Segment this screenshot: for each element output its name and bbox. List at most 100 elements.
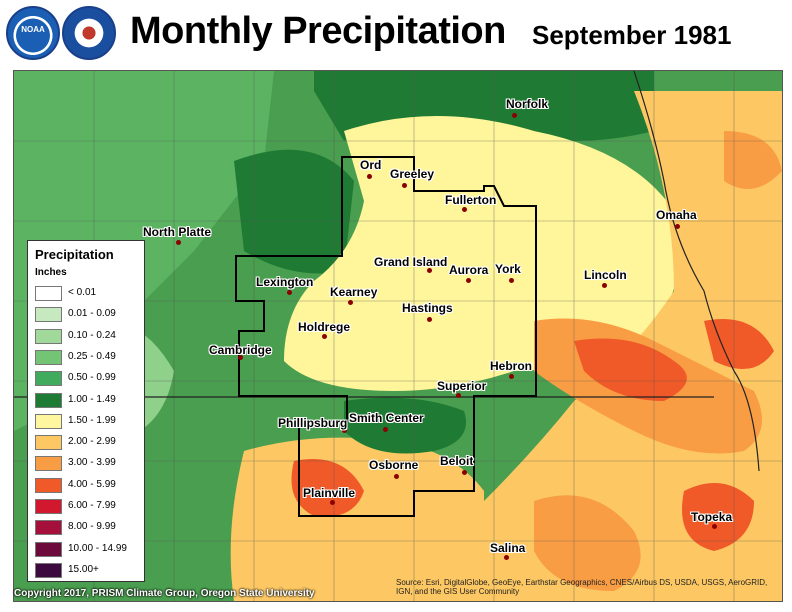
legend-title: Precipitation xyxy=(35,247,114,262)
legend-item: 0.10 - 0.24 xyxy=(35,328,140,345)
legend-item: 0.01 - 0.09 xyxy=(35,307,140,323)
city-marker-icon xyxy=(712,524,717,529)
city-marker-icon xyxy=(602,283,607,288)
legend-label: 1.00 - 1.49 xyxy=(68,393,116,405)
legend-units: Inches xyxy=(35,267,67,278)
city-label: Hastings xyxy=(402,301,453,315)
city-label: Holdrege xyxy=(298,320,351,334)
legend-label: 0.25 - 0.49 xyxy=(68,350,116,362)
legend-label: 2.00 - 2.99 xyxy=(68,436,116,448)
legend-swatch xyxy=(35,456,62,472)
legend-label: 1.50 - 1.99 xyxy=(68,414,116,426)
legend: Precipitation Inches < 0.01 0.01 - 0.09 0.… xyxy=(27,240,145,582)
legend-label: 3.00 - 3.99 xyxy=(68,457,116,469)
noaa-logo-text: NOAA xyxy=(21,25,45,34)
legend-item: 1.50 - 1.99 xyxy=(35,413,140,430)
legend-swatch xyxy=(35,499,62,514)
legend-item: < 0.01 xyxy=(35,286,140,302)
legend-item: 1.00 - 1.49 xyxy=(35,392,140,409)
plainville-red-zone xyxy=(291,459,364,517)
legend-item: 4.00 - 5.99 xyxy=(35,477,140,494)
city-marker-icon xyxy=(462,470,467,475)
city-label: Salina xyxy=(490,541,526,555)
legend-label: 0.50 - 0.99 xyxy=(68,372,116,384)
legend-swatch xyxy=(35,286,62,301)
city-label: Kearney xyxy=(330,285,378,299)
city-marker-icon xyxy=(348,300,353,305)
city-label: Osborne xyxy=(369,458,419,472)
legend-item: 0.50 - 0.99 xyxy=(35,371,140,387)
city-label: Ord xyxy=(360,158,382,172)
legend-label: 4.00 - 5.99 xyxy=(68,478,116,490)
legend-swatch xyxy=(35,392,62,408)
legend-item: 8.00 - 9.99 xyxy=(35,520,140,536)
city-label: Cambridge xyxy=(209,343,272,357)
city-label: Aurora xyxy=(449,263,489,277)
legend-item: 2.00 - 2.99 xyxy=(35,435,140,451)
legend-label: < 0.01 xyxy=(68,287,97,298)
city-label: Phillipsburg xyxy=(278,416,348,430)
city-marker-icon xyxy=(322,334,327,339)
city-label: Superior xyxy=(437,379,487,393)
missouri-river xyxy=(633,71,760,472)
city-marker-icon xyxy=(176,240,181,245)
ord-dark-green-zone xyxy=(234,149,354,274)
noaa-logo: NOAA xyxy=(6,6,60,60)
city-marker-icon xyxy=(367,174,372,179)
city-label: Greeley xyxy=(390,167,435,181)
city-label: Smith Center xyxy=(349,411,424,425)
topeka-red-zone xyxy=(682,483,754,551)
city-label: York xyxy=(495,262,521,276)
legend-item: 15.00+ xyxy=(35,562,140,579)
city-marker-icon xyxy=(394,474,399,479)
city-marker-icon xyxy=(402,183,407,188)
legend-swatch xyxy=(35,413,62,429)
legend-swatch xyxy=(35,371,62,387)
legend-swatch xyxy=(35,435,62,451)
legend-label: 8.00 - 9.99 xyxy=(68,521,116,533)
legend-item: 6.00 - 7.99 xyxy=(35,499,140,515)
city-marker-icon xyxy=(504,555,509,560)
city-marker-icon xyxy=(456,393,461,398)
city-label: Lincoln xyxy=(584,268,627,282)
nws-logo xyxy=(62,6,116,60)
region-outline xyxy=(235,156,537,517)
city-label: Topeka xyxy=(691,510,733,524)
legend-item: 10.00 - 14.99 xyxy=(35,541,140,558)
city-marker-icon xyxy=(509,278,514,283)
city-marker-icon xyxy=(342,428,347,433)
smith-center-green-zone xyxy=(344,397,466,454)
copyright-text: Copyright 2017, PRISM Climate Group, Ore… xyxy=(14,588,315,599)
legend-label: 15.00+ xyxy=(68,563,99,575)
legend-swatch xyxy=(35,520,62,536)
south-orange-zone-2 xyxy=(534,495,641,591)
city-marker-icon xyxy=(466,278,471,283)
city-label: Beloit xyxy=(440,454,474,468)
city-marker-icon xyxy=(238,355,243,360)
legend-swatch xyxy=(35,349,62,365)
legend-swatch xyxy=(35,562,62,578)
city-marker-icon xyxy=(509,374,514,379)
legend-swatch xyxy=(35,328,62,344)
legend-label: 0.10 - 0.24 xyxy=(68,329,116,341)
city-marker-icon xyxy=(287,290,292,295)
city-label: Plainville xyxy=(303,486,356,500)
city-label: Lexington xyxy=(256,275,314,289)
city-label: Grand Island xyxy=(374,255,448,269)
legend-label: 10.00 - 14.99 xyxy=(68,542,127,554)
east-red-zone xyxy=(704,319,774,369)
legend-swatch xyxy=(35,541,62,557)
legend-swatch xyxy=(35,307,62,323)
legend-item: 0.25 - 0.49 xyxy=(35,349,140,366)
city-marker-icon xyxy=(675,224,680,229)
header: NOAA Monthly Precipitation September 198… xyxy=(0,0,792,70)
city-marker-icon xyxy=(512,113,517,118)
city-marker-icon xyxy=(383,427,388,432)
legend-label: 0.01 - 0.09 xyxy=(68,308,116,320)
city-marker-icon xyxy=(427,268,432,273)
northeast-orange-zone xyxy=(724,131,782,189)
city-label: Omaha xyxy=(656,208,697,222)
city-marker-icon xyxy=(330,500,335,505)
city-label: Hebron xyxy=(490,359,532,373)
city-label: Norfolk xyxy=(506,97,548,111)
